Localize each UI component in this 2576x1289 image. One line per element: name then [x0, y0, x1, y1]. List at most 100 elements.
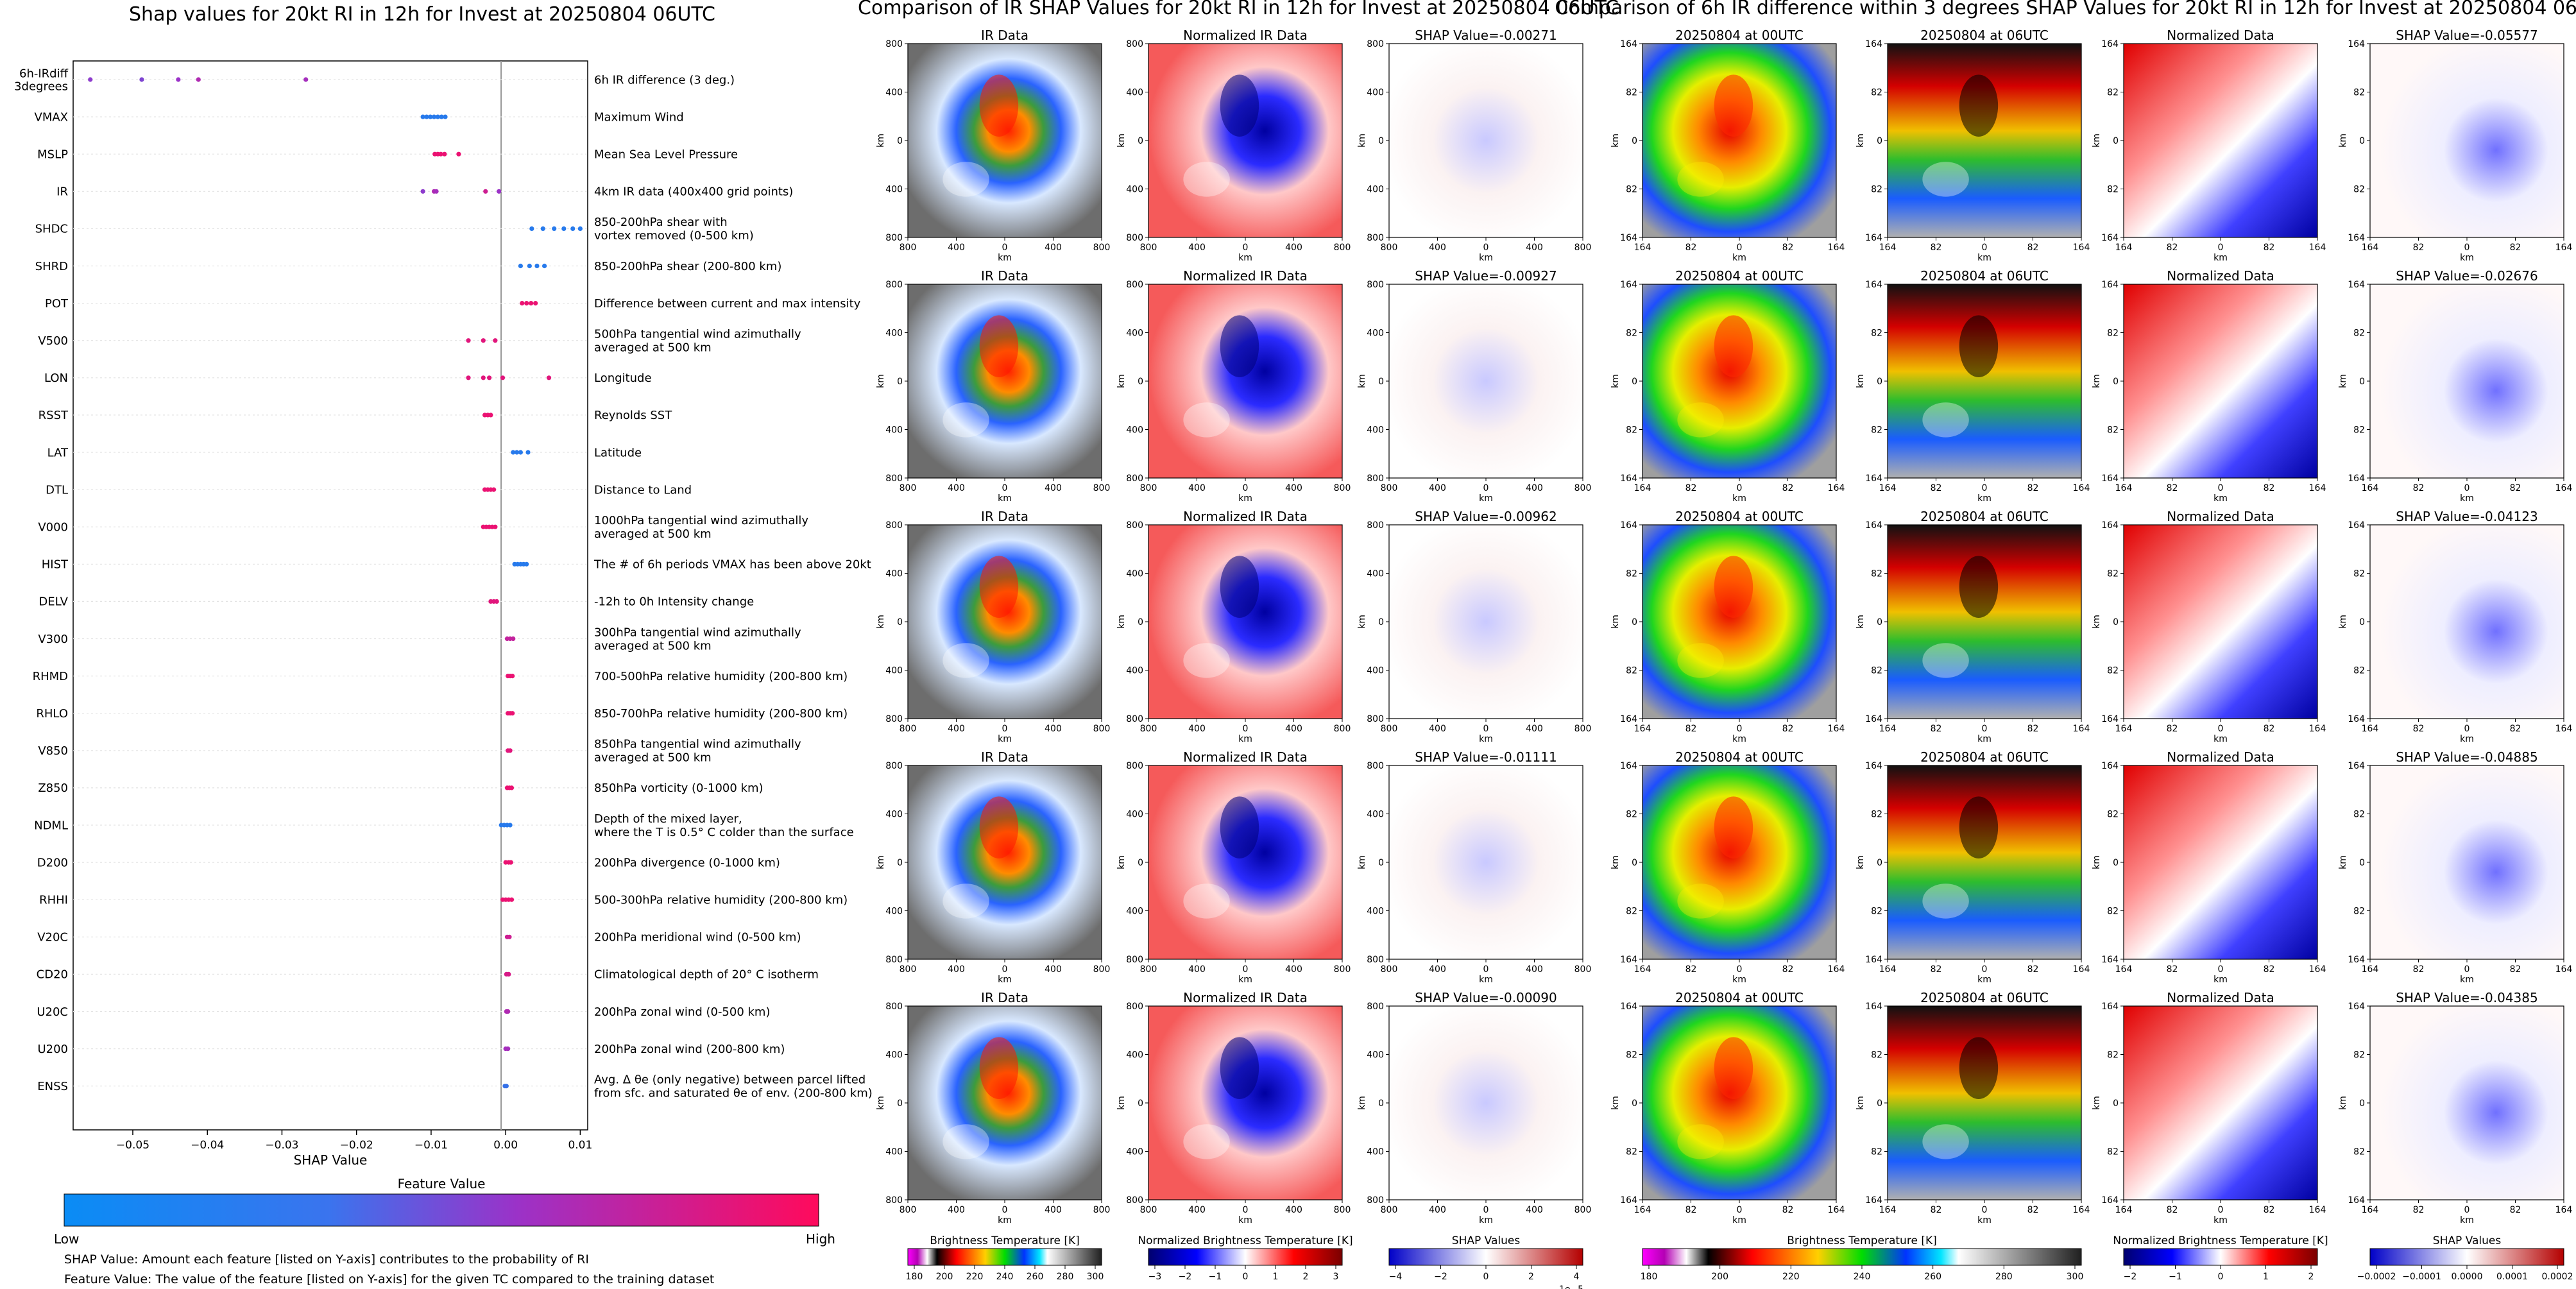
x-axis-label: km	[998, 734, 1012, 744]
shap-point	[506, 1046, 511, 1052]
feature-code-label: 6h-IRdiff 3degrees	[14, 67, 69, 93]
colorbar-tick-label: 0.0001	[2496, 1272, 2528, 1282]
y-tick-label: 82	[2353, 907, 2365, 917]
image-texture	[979, 796, 1019, 858]
x-axis-label: km	[1732, 253, 1746, 263]
feature-description-label: 850-200hPa shear (200-800 km)	[594, 260, 781, 273]
x-tick-label: 82	[2264, 243, 2275, 253]
shap-point	[497, 189, 502, 194]
x-tick-label: 164	[1879, 243, 1897, 253]
y-tick-label: 0	[1632, 858, 1637, 868]
colorbar-tick-label: 0.0000	[2452, 1272, 2483, 1282]
y-axis-label: km	[1610, 374, 1621, 388]
image-texture	[1677, 1124, 1724, 1159]
y-tick-label: 0	[1138, 858, 1143, 868]
x-tick-label: 82	[2027, 724, 2039, 734]
shap-point	[420, 189, 425, 194]
shap-point	[493, 524, 498, 529]
y-tick-label: 82	[1626, 425, 1637, 436]
feature-row: V300 300hPa tangential wind azimuthally av…	[38, 626, 801, 653]
y-tick-label: 800	[885, 474, 903, 484]
colorbar-tick-label: −3	[1148, 1272, 1162, 1282]
shap-point	[88, 77, 93, 82]
colorbar: Normalized Brightness Temperature [K] −3 −…	[1138, 1234, 1352, 1282]
x-tick-label: 800	[1574, 483, 1592, 493]
x-tick-label: 0	[1243, 483, 1249, 493]
shap-point	[520, 301, 525, 306]
x-axis-label: km	[1479, 493, 1493, 504]
y-tick-label: 0	[1632, 136, 1637, 146]
x-tick-label: 164	[1879, 1205, 1897, 1215]
x-tick-label: 800	[1381, 1205, 1398, 1215]
subplot-image	[907, 765, 1102, 960]
subplot-title: 20250804 at 00UTC	[1675, 990, 1804, 1005]
colorbar: Brightness Temperature [K] 180 200 220 240 26…	[906, 1234, 1104, 1282]
x-axis-label: km	[2460, 734, 2474, 744]
feature-description-label: Mean Sea Level Pressure	[594, 148, 738, 162]
x-tick-label: 164	[2115, 964, 2133, 975]
y-tick-label: 400	[1367, 569, 1384, 579]
x-tick-label: 400	[1526, 483, 1543, 493]
y-tick-label: 400	[885, 425, 903, 436]
feature-code-label: SHRD	[35, 260, 68, 273]
y-tick-label: 164	[2348, 39, 2365, 49]
x-tick-label: 0	[1002, 1205, 1008, 1215]
shap-point	[504, 1084, 509, 1089]
shap-point	[509, 785, 515, 790]
feature-row: VMAX Maximum Wind	[35, 110, 684, 124]
x-tick-label: 0	[1002, 483, 1008, 493]
shap-point	[510, 711, 515, 716]
feature-description-label: -12h to 0h Intensity change	[594, 595, 754, 609]
x-tick-label: 0	[1002, 964, 1008, 975]
subplot-image	[2369, 1005, 2564, 1200]
subplot-image	[1388, 43, 1583, 238]
shap-point	[510, 674, 515, 679]
subplot-title: 20250804 at 06UTC	[1920, 509, 2049, 524]
y-tick-label: 82	[2353, 88, 2365, 98]
feature-code-label: DELV	[38, 595, 68, 609]
y-axis-label: km	[876, 1096, 886, 1110]
subplot-title: 20250804 at 00UTC	[1675, 509, 1804, 524]
x-axis-label: km	[1977, 975, 1992, 985]
subplot-image	[1887, 524, 2082, 719]
y-tick-label: 82	[1626, 88, 1637, 98]
x-tick-label: 800	[1140, 243, 1157, 253]
x-tick-label: 400	[1045, 243, 1062, 253]
colorbar-tick-label: 240	[1854, 1272, 1871, 1282]
subplot-title: IR Data	[981, 509, 1028, 524]
colorbar-tick-label: 4	[1574, 1272, 1580, 1282]
shap-point	[493, 338, 498, 343]
x-tick-label: −0.01	[414, 1139, 448, 1152]
feature-description-label: Avg. Δ θe (only negative) between parcel…	[594, 1073, 873, 1100]
x-tick-label: 164	[2073, 964, 2090, 975]
feature-row: DTL Distance to Land	[46, 483, 692, 497]
y-tick-label: 400	[1126, 907, 1143, 917]
shap-point	[439, 114, 444, 119]
y-axis-label: km	[2338, 1096, 2348, 1110]
x-tick-label: 400	[948, 724, 965, 734]
x-tick-label: 82	[2413, 483, 2425, 493]
y-axis-label: km	[1855, 133, 1866, 148]
x-tick-label: 0	[1737, 724, 1743, 734]
x-tick-label: 800	[1381, 483, 1398, 493]
x-tick-label: 0	[2218, 1205, 2224, 1215]
x-tick-label: 400	[1429, 483, 1446, 493]
feature-description-label: Latitude	[594, 446, 642, 459]
x-tick-label: 800	[900, 243, 917, 253]
feature-row: V500 500hPa tangential wind azimuthally av…	[38, 328, 801, 355]
x-tick-label: 164	[2555, 964, 2573, 975]
feature-description-label: 850-700hPa relative humidity (200-800 km…	[594, 707, 848, 721]
colorbar-tick-label: 2	[1303, 1272, 1309, 1282]
y-tick-label: 800	[885, 1002, 903, 1012]
x-tick-label: 82	[2510, 1205, 2521, 1215]
y-axis-label: km	[2338, 615, 2348, 629]
